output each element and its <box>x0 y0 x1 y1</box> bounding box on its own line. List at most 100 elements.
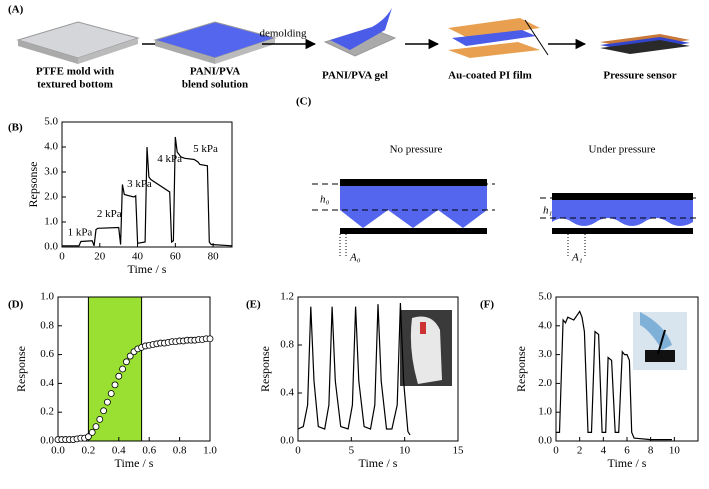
data-point <box>85 433 92 441</box>
x-tick-label: 0.8 <box>173 445 187 457</box>
diagram-title: Under pressure <box>589 144 656 156</box>
y-tick-label: 0.8 <box>280 339 294 351</box>
y-tick-label: 0.6 <box>40 348 54 360</box>
x-tick-label: 10 <box>669 445 681 457</box>
y-tick-label: 0.0 <box>44 241 58 253</box>
data-point <box>206 335 214 343</box>
annotation: 3 kPa <box>127 178 152 190</box>
data-point <box>92 423 100 431</box>
gel-image <box>323 8 397 57</box>
annotation: 2 kPa <box>97 208 122 220</box>
step-caption: blend solution <box>182 79 248 91</box>
y-tick-label: 0.0 <box>538 435 552 447</box>
data-line <box>556 310 672 441</box>
inset-photo <box>400 310 452 386</box>
panel-label: (E) <box>246 299 261 311</box>
x-tick-label: 60 <box>170 251 182 263</box>
x-tick-label: 0 <box>59 251 65 263</box>
highlight-region <box>87 296 143 442</box>
y-tick-label: 1.2 <box>280 291 294 303</box>
plot-frame <box>297 296 459 442</box>
plot-frame <box>61 121 233 248</box>
data-line <box>62 136 233 247</box>
x-tick-label: 0.0 <box>51 445 65 457</box>
panel-label: (D) <box>8 299 24 311</box>
inset-photo <box>633 312 687 370</box>
y-tick-label: 3.0 <box>538 348 552 360</box>
data-point <box>100 407 107 415</box>
data-point <box>107 390 115 397</box>
area-label: A₀ <box>349 252 361 264</box>
panel-label: (A) <box>8 4 24 16</box>
height-label: h₁ <box>543 205 553 217</box>
y-tick-label: 0.4 <box>280 387 294 399</box>
arrow-label: demolding <box>259 28 307 40</box>
step-caption: PTFE mold with <box>36 66 114 78</box>
x-tick-label: 1.0 <box>203 445 217 457</box>
x-tick-label: 5 <box>349 445 355 457</box>
data-point <box>119 365 126 373</box>
under-pressure-diagram <box>540 193 697 256</box>
x-tick-label: 0 <box>553 445 559 457</box>
y-axis-label: Repsonse <box>26 162 40 208</box>
y-tick-label: 2.0 <box>44 191 58 203</box>
x-axis-label: Time / s <box>115 456 154 470</box>
x-tick-label: 0.6 <box>142 445 156 457</box>
x-tick-label: 8 <box>648 445 654 457</box>
diagram-title: No pressure <box>390 144 443 156</box>
sensor-image <box>600 34 690 54</box>
y-tick-label: 5.0 <box>44 116 58 128</box>
y-tick-label: 1.0 <box>40 291 54 303</box>
data-point <box>88 428 96 436</box>
y-tick-label: 3.0 <box>44 166 58 178</box>
data-point <box>123 358 130 366</box>
step-caption: PANI/PVA gel <box>322 70 388 82</box>
step-caption: Au-coated PI film <box>448 70 532 82</box>
y-axis-label: Response <box>258 346 272 392</box>
x-axis-label: Time / s <box>128 262 167 276</box>
x-tick-label: 0.2 <box>82 445 96 457</box>
film-image <box>448 18 549 58</box>
y-tick-label: 5.0 <box>538 291 552 303</box>
mold-image <box>16 21 140 64</box>
x-tick-label: 10 <box>399 445 411 457</box>
y-axis-label: Response <box>514 346 528 392</box>
x-tick-label: 6 <box>624 445 630 457</box>
solution-image <box>153 21 277 64</box>
y-tick-label: 0.2 <box>40 406 54 418</box>
y-tick-label: 2.0 <box>538 377 552 389</box>
panel-label: (B) <box>8 122 23 134</box>
y-axis-label: Response <box>14 346 28 392</box>
step-caption: textured bottom <box>37 79 113 91</box>
data-point <box>111 381 119 389</box>
data-point <box>104 398 111 406</box>
y-tick-label: 4.0 <box>538 319 552 331</box>
x-tick-label: 2 <box>577 445 583 457</box>
y-tick-label: 1.0 <box>538 406 552 418</box>
data-line <box>297 302 411 436</box>
x-tick-label: 4 <box>601 445 607 457</box>
y-tick-label: 0.4 <box>40 377 54 389</box>
data-point <box>96 415 104 423</box>
x-tick-label: 40 <box>132 251 144 263</box>
panel-label: (F) <box>480 299 494 311</box>
area-label: A₁ <box>571 252 583 264</box>
x-axis-label: Time / s <box>608 456 647 470</box>
x-tick-label: 0 <box>295 445 301 457</box>
y-tick-label: 0.8 <box>40 319 54 331</box>
data-point <box>115 372 123 380</box>
x-tick-label: 80 <box>208 251 220 263</box>
height-label: h₀ <box>320 194 330 206</box>
step-caption: PANI/PVA <box>190 66 240 78</box>
x-tick-label: 0.4 <box>112 445 126 457</box>
x-tick-label: 20 <box>94 251 106 263</box>
y-tick-label: 4.0 <box>44 141 58 153</box>
data-point <box>126 352 134 360</box>
panel-label: (C) <box>296 96 312 108</box>
plot-frame <box>57 296 211 442</box>
no-pressure-diagram <box>312 179 495 256</box>
step-caption: Pressure sensor <box>603 70 676 82</box>
x-tick-label: 15 <box>453 445 465 457</box>
y-tick-label: 0.0 <box>280 435 294 447</box>
y-tick-label: 1.0 <box>44 216 58 228</box>
